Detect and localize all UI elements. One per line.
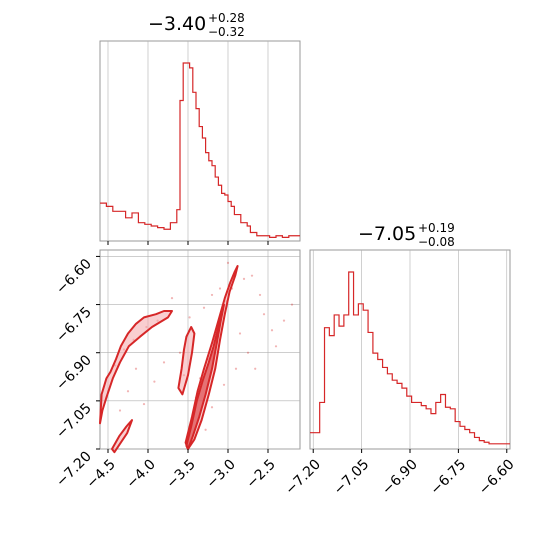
contour-outer	[111, 419, 133, 454]
sample-point	[242, 277, 246, 280]
param-1-title-value: −3.40	[148, 13, 206, 35]
sample-point	[258, 293, 262, 297]
x-tick-label: −6.60	[476, 457, 518, 499]
contour-outer	[99, 310, 173, 425]
param-2-title-value: −7.05	[358, 223, 416, 245]
sample-point	[202, 306, 206, 309]
panel-1-frame	[99, 40, 301, 242]
sample-point	[170, 297, 174, 300]
y-tick-label: −7.05	[53, 400, 95, 442]
contour-outer	[177, 326, 196, 396]
sample-point	[204, 428, 207, 431]
param-2-title-upper: +0.19	[418, 221, 455, 235]
sample-point	[218, 287, 222, 290]
x-tick-label: −3.5	[163, 457, 198, 492]
y-tick-label: −6.75	[53, 304, 95, 346]
param-1-title-upper: +0.28	[208, 11, 245, 25]
sample-point	[282, 319, 286, 322]
sample-point	[162, 361, 166, 364]
sample-point	[234, 367, 238, 370]
sample-point	[250, 274, 254, 277]
param-1-title-lower: −0.32	[208, 25, 245, 39]
sample-point	[290, 303, 294, 306]
sample-point	[142, 402, 146, 406]
sample-point	[254, 367, 257, 370]
sample-point	[262, 313, 266, 316]
histogram-param-1	[100, 62, 300, 238]
sample-point	[118, 409, 122, 412]
x-tick-label: −6.90	[379, 457, 421, 499]
sample-point	[210, 293, 214, 297]
x-tick-label: −3.0	[203, 457, 238, 492]
x-tick-label: −7.05	[331, 457, 373, 499]
contour-inner	[185, 303, 225, 450]
sample-point	[210, 406, 214, 409]
sample-point	[274, 345, 278, 348]
sample-point	[134, 367, 138, 370]
panel-marginal-2: −7.20 −7.05 −6.90 −6.75 −6.60 −7.05 +0.19 −0…	[282, 221, 517, 498]
x-tick-label: −6.75	[428, 457, 470, 499]
sample-point	[126, 390, 130, 393]
y-tick-label: −6.90	[53, 352, 95, 394]
panel-marginal-1: −3.40 +0.28 −0.32	[99, 11, 301, 245]
sample-point	[222, 383, 226, 386]
sample-point	[188, 316, 191, 319]
sample-point	[153, 380, 156, 383]
x-tick-label: −4.0	[123, 457, 158, 492]
sample-point	[238, 332, 242, 335]
x-tick-label: −2.5	[243, 457, 278, 492]
param-2-title-lower: −0.08	[418, 235, 455, 249]
histogram-param-2	[310, 271, 510, 445]
panel-joint: −4.5 −4.0 −3.5 −3.0 −2.5 −6.60−6.75−6.90−7.0…	[53, 249, 301, 492]
sample-point	[270, 329, 274, 332]
sample-point	[246, 351, 250, 354]
sample-point	[178, 351, 182, 354]
x-tick-label: −7.20	[282, 457, 324, 499]
sample-point	[226, 261, 230, 264]
y-tick-label: −6.60	[53, 256, 95, 298]
